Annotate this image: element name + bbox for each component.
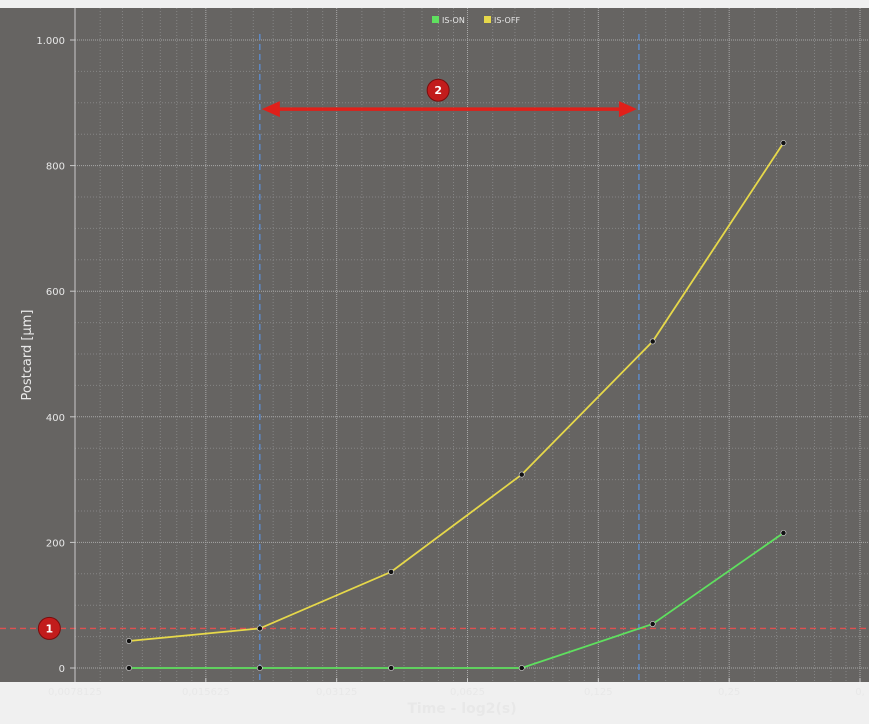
data-point xyxy=(389,665,394,670)
legend-swatch-is-on xyxy=(432,16,439,23)
x-tick-label: 0,125 xyxy=(584,687,613,698)
legend-swatch-is-off xyxy=(484,16,491,23)
data-point xyxy=(650,621,655,626)
data-point xyxy=(389,569,394,574)
y-tick-label: 1.000 xyxy=(36,36,65,47)
x-tick-label: 0,03125 xyxy=(316,687,357,698)
y-tick-label: 400 xyxy=(46,413,65,424)
y-tick-label: 200 xyxy=(46,538,65,549)
y-tick-label: 0 xyxy=(59,664,65,675)
x-tick-label: 0,25 xyxy=(718,687,740,698)
data-point xyxy=(650,339,655,344)
y-axis-title: Postcard [µm] xyxy=(20,310,35,401)
legend-label-is-off: IS-OFF xyxy=(494,16,520,25)
data-point xyxy=(781,530,786,535)
data-point xyxy=(126,665,131,670)
data-point xyxy=(126,638,131,643)
y-tick-label: 600 xyxy=(46,287,65,298)
x-tick-label: 0,0625 xyxy=(450,687,485,698)
data-point xyxy=(781,140,786,145)
x-tick-label: 0,015625 xyxy=(182,687,230,698)
legend-label-is-on: IS-ON xyxy=(442,16,465,25)
callout-label-1: 1 xyxy=(46,622,54,635)
data-point xyxy=(519,665,524,670)
x-axis-title: Time - log2(s) xyxy=(407,701,516,717)
y-tick-label: 800 xyxy=(46,162,65,173)
data-point xyxy=(257,665,262,670)
x-tick-label: 0,0078125 xyxy=(48,687,102,698)
callout-label-2: 2 xyxy=(434,84,442,97)
x-tick-label: 0, xyxy=(855,687,865,698)
data-point xyxy=(519,472,524,477)
data-point xyxy=(257,626,262,631)
